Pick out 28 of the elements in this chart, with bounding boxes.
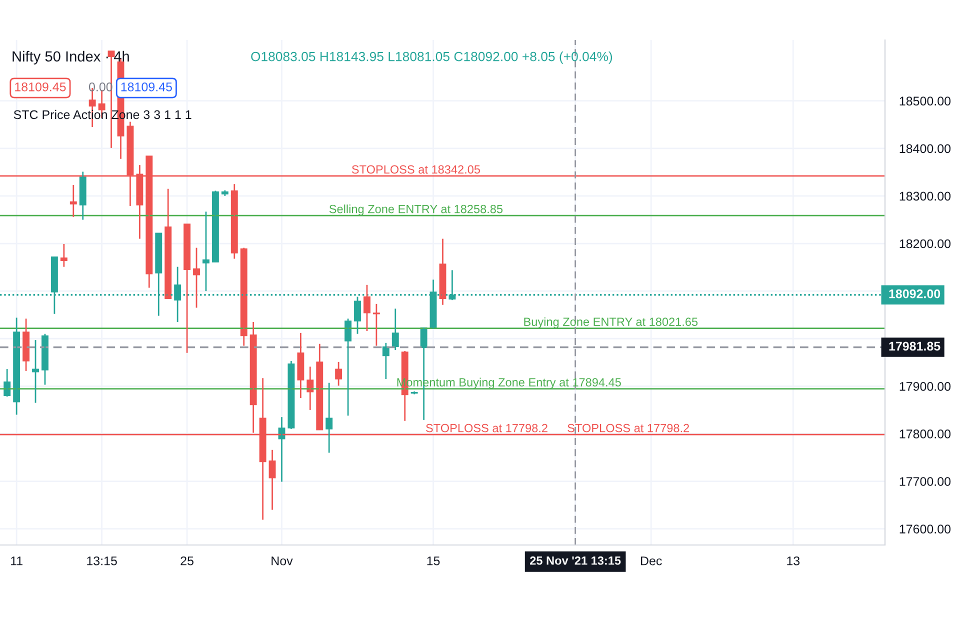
- x-tick-label: 11: [11, 556, 22, 566]
- y-tick-label: 18500.00: [900, 96, 951, 106]
- x-tick-label: 15: [427, 556, 440, 566]
- y-tick-label: 17600.00: [900, 524, 951, 534]
- ref-line-label: Buying Zone ENTRY at 18021.65: [524, 317, 698, 328]
- x-tick-label: Nov: [272, 556, 293, 566]
- y-tick-label: 17700.00: [900, 477, 951, 486]
- ref-line-label: STOPLOSS at 17798.2: [426, 424, 548, 432]
- ref-line-label: STOPLOSS at 18342.05: [352, 165, 480, 174]
- x-tick-label: Dec: [640, 556, 662, 566]
- text: Nifty 50 Index · 4h: [12, 50, 129, 64]
- x-tick-label: 25 Nov '21 13:15: [530, 556, 621, 565]
- text: O18083.05 H18143.95 L18081.05 C18092.00 +8.05 (+0.04%): [251, 52, 612, 64]
- ref-line-label: 18092.00: [889, 289, 940, 298]
- y-tick-label: 18400.00: [900, 144, 951, 154]
- y-tick-label: 18300.00: [900, 192, 951, 201]
- annotation: 18109.45: [15, 82, 66, 92]
- x-tick-label: 13:15: [87, 556, 117, 566]
- ref-line-label: 17981.85: [889, 342, 940, 351]
- y-tick-label: 17900.00: [900, 382, 951, 391]
- ref-line-label: Selling Zone ENTRY at 18258.85: [329, 204, 503, 216]
- x-tick-label: 25: [180, 556, 194, 566]
- annotation: STOPLOSS at 17798.2: [568, 424, 690, 432]
- candlestick: [32, 339, 39, 404]
- y-tick-label: 18200.00: [900, 239, 951, 248]
- x-tick-label: 13: [787, 556, 800, 566]
- y-tick-label: 17800.00: [900, 430, 951, 438]
- annotation: 18109.45: [121, 82, 172, 92]
